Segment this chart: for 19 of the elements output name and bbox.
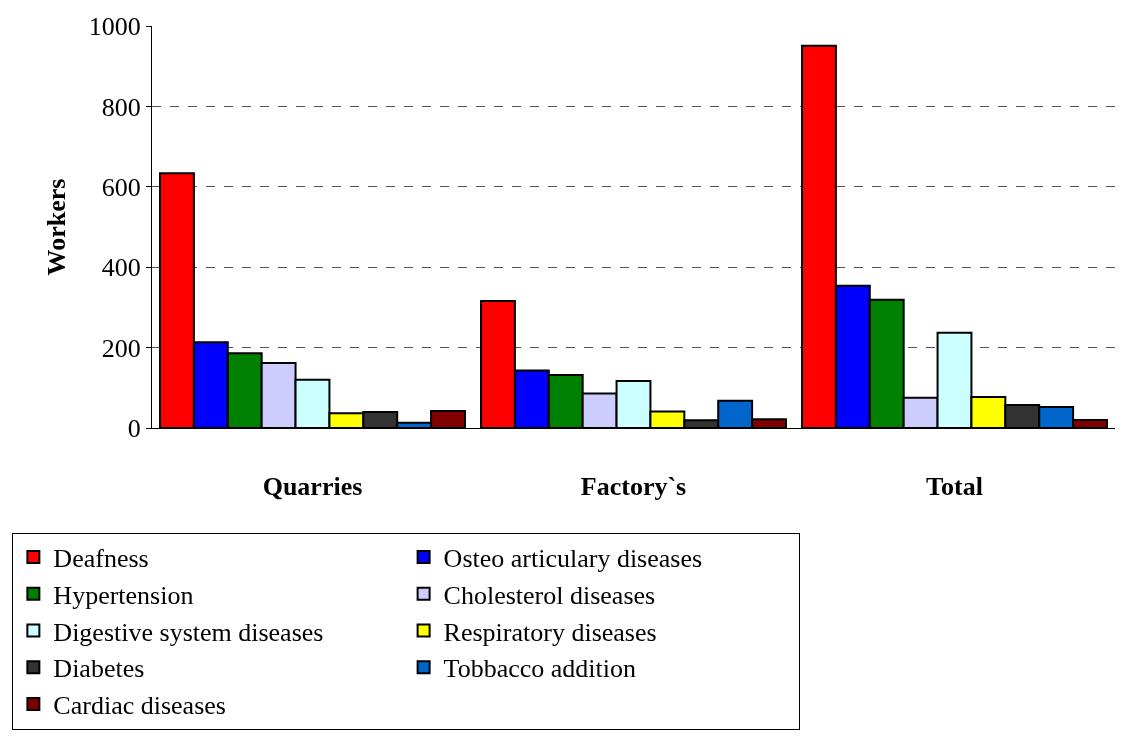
y-tick-label: 600 (101, 172, 141, 202)
legend-label: Cholesterol diseases (443, 580, 656, 610)
y-tick-label: 1000 (88, 12, 141, 42)
x-tick-label: Quarries (262, 472, 363, 502)
legend-label: Osteo articulary diseases (443, 544, 703, 574)
legend-label: Deafness (53, 544, 149, 574)
y-axis-title: Workers (42, 178, 72, 276)
x-tick-label: Factory`s (580, 472, 687, 502)
legend-label: Tobbacco addition (443, 654, 637, 684)
legend-label: Cardiac diseases (53, 691, 226, 721)
y-tick-label: 800 (101, 92, 141, 122)
y-tick-label: 400 (101, 253, 141, 283)
y-tick-label: 0 (127, 414, 141, 444)
x-tick-label: Total (926, 472, 983, 502)
y-tick-label: 200 (101, 333, 141, 363)
legend-label: Diabetes (53, 654, 145, 684)
legend-label: Respiratory diseases (443, 617, 657, 647)
legend-label: Digestive system diseases (53, 617, 324, 647)
legend-label: Hypertension (53, 580, 194, 610)
